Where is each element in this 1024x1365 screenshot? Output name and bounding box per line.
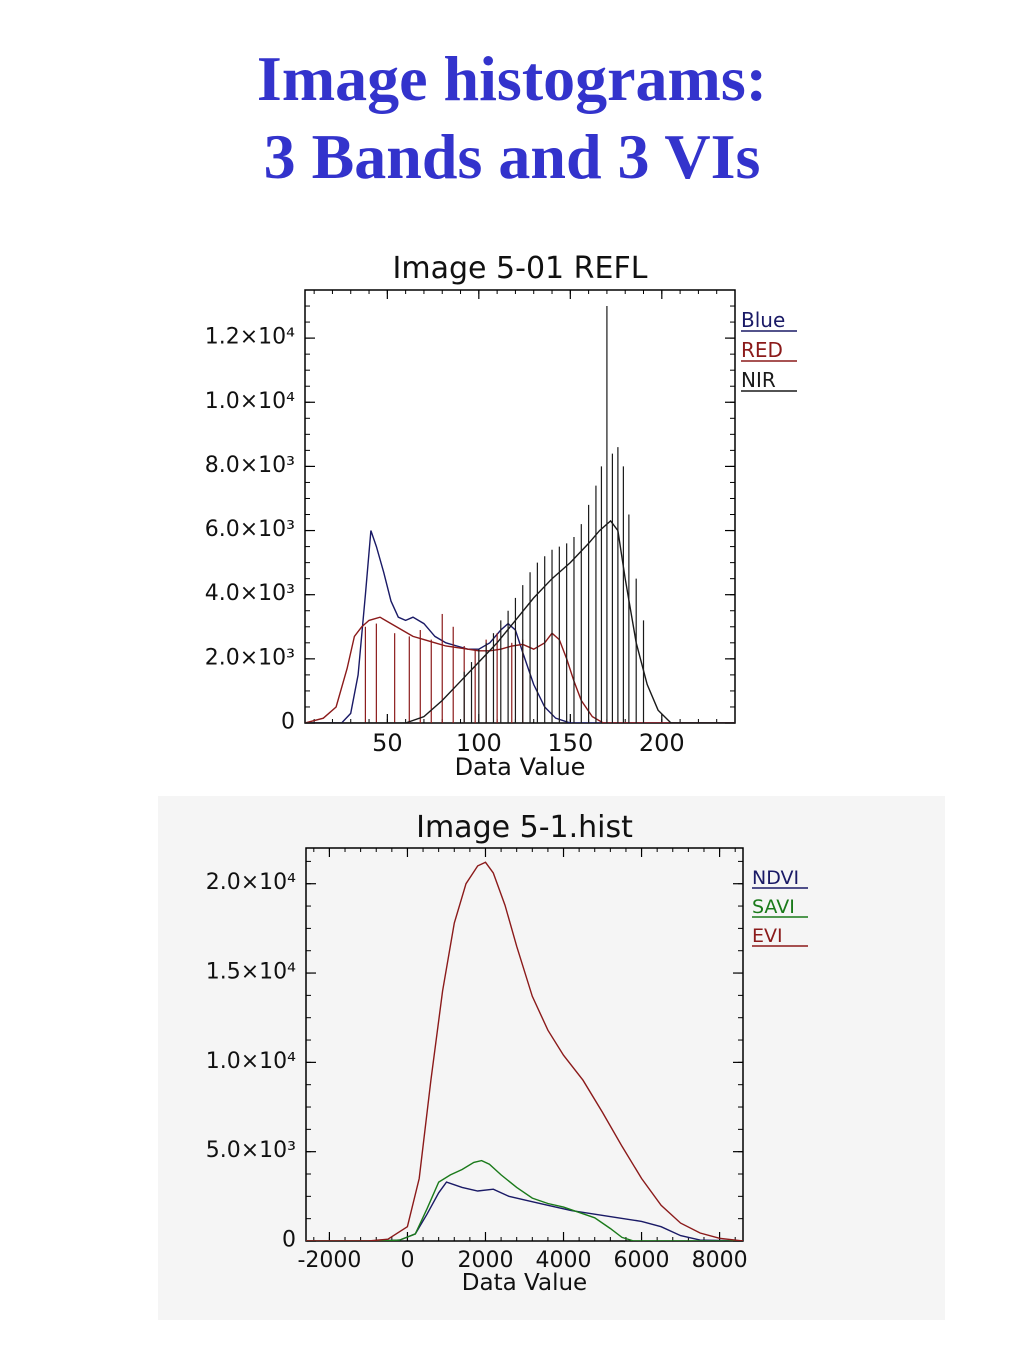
- y-tick-label: 4.0×10³: [205, 581, 295, 606]
- legend-label-evi: EVI: [752, 925, 783, 947]
- x-tick-label: 2000: [457, 1248, 513, 1273]
- y-tick-label: 6.0×10³: [205, 517, 295, 542]
- y-tick-label: 8.0×10³: [205, 453, 295, 478]
- y-tick-label: 1.0×10⁴: [206, 1049, 296, 1074]
- series-line-savi: [306, 1159, 743, 1241]
- y-tick-label: 0: [282, 1228, 296, 1253]
- chart-title: Image 5-01 REFL: [393, 251, 648, 286]
- x-tick-label: -2000: [297, 1248, 361, 1273]
- x-tick-label: 6000: [614, 1248, 670, 1273]
- x-tick-label: 200: [639, 729, 685, 757]
- y-tick-label: 1.2×10⁴: [205, 325, 295, 350]
- series-line-evi: [306, 861, 743, 1241]
- plot-frame: [304, 289, 736, 724]
- histogram-chart-refl: Image 5-01 REFL 50 100 150 200 0 2.0×10³ 4.0×10…: [155, 240, 815, 780]
- y-tick-label: 2.0×10³: [205, 645, 295, 670]
- series-savi: [306, 1159, 743, 1241]
- x-tick-label: 8000: [692, 1248, 748, 1273]
- legend-label-blue: Blue: [741, 308, 785, 332]
- legend-label-nir: NIR: [741, 368, 776, 392]
- chart-title: Image 5-1.hist: [416, 810, 633, 845]
- slide-title: Image histograms: 3 Bands and 3 VIs: [0, 40, 1024, 196]
- series-line-ndvi: [306, 1181, 743, 1241]
- slide-title-line2: 3 Bands and 3 VIs: [263, 121, 761, 192]
- x-tick-label: 50: [372, 729, 403, 757]
- legend-label-ndvi: NDVI: [752, 867, 799, 889]
- x-axis-label: Data Value: [462, 1270, 587, 1296]
- x-tick-label: 0: [400, 1248, 414, 1273]
- series-nir: [305, 306, 735, 723]
- x-tick-label: 150: [547, 729, 593, 757]
- x-axis-label: Data Value: [455, 753, 586, 780]
- y-tick-label: 1.0×10⁴: [205, 389, 295, 414]
- chart-background: [158, 796, 945, 1320]
- y-tick-label: 2.0×10⁴: [206, 870, 296, 895]
- plot-frame: [305, 847, 744, 1242]
- legend-label-red: RED: [741, 338, 783, 362]
- y-tick-label: 1.5×10⁴: [206, 960, 296, 985]
- y-tick-label: 0: [281, 710, 295, 735]
- series-ndvi: [306, 1181, 743, 1241]
- histogram-chart-vi: Image 5-1.hist-2000 0 2000 4000 6000 800005.0…: [158, 796, 945, 1320]
- x-tick-label: 100: [456, 729, 502, 757]
- slide-title-line1: Image histograms:: [256, 43, 768, 114]
- series-evi: [306, 861, 743, 1241]
- y-tick-label: 5.0×10³: [206, 1138, 296, 1163]
- x-tick-label: 4000: [536, 1248, 592, 1273]
- legend-label-savi: SAVI: [752, 896, 795, 918]
- chart-background: [155, 240, 815, 780]
